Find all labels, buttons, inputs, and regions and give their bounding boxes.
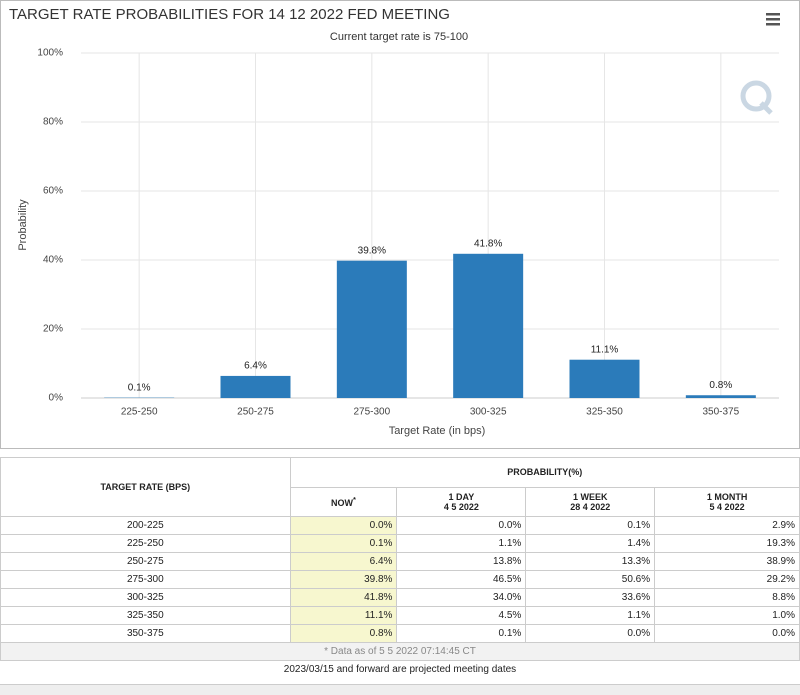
probability-cell: 39.8%: [290, 571, 397, 589]
chart-title: TARGET RATE PROBABILITIES FOR 14 12 2022…: [9, 6, 450, 23]
rate-cell: 200-225: [1, 517, 291, 535]
rate-cell: 275-300: [1, 571, 291, 589]
bar: [453, 254, 523, 398]
x-tick-label: 275-300: [353, 407, 390, 418]
menu-bar: [766, 13, 780, 16]
bar: [337, 261, 407, 398]
y-tick-label: 100%: [37, 48, 63, 59]
probability-cell: 41.8%: [290, 589, 397, 607]
rate-cell: 225-250: [1, 535, 291, 553]
column-date: 5 4 2022: [710, 502, 745, 512]
column-label: 1 DAY: [449, 492, 475, 502]
probability-cell: 1.1%: [397, 535, 526, 553]
y-tick-label: 20%: [43, 324, 63, 335]
x-axis-label: Target Rate (in bps): [389, 425, 486, 437]
x-tick-label: 350-375: [702, 407, 739, 418]
chart-panel: TARGET RATE PROBABILITIES FOR 14 12 2022…: [0, 0, 800, 449]
chart-subtitle: Current target rate is 75-100: [330, 31, 468, 43]
column-date: 28 4 2022: [570, 502, 610, 512]
menu-bar: [766, 18, 780, 21]
menu-icon[interactable]: [766, 13, 780, 26]
probability-cell: 0.8%: [290, 625, 397, 643]
probability-cell: 1.0%: [655, 607, 800, 625]
logo: [743, 83, 771, 113]
bar: [570, 360, 640, 398]
note-row: * Data as of 5 5 2022 07:14:45 CT: [1, 643, 800, 661]
x-tick-label: 225-250: [121, 407, 158, 418]
probability-cell: 1.4%: [526, 535, 655, 553]
probability-cell: 46.5%: [397, 571, 526, 589]
probability-cell: 13.8%: [397, 553, 526, 571]
data-label: 39.8%: [358, 245, 386, 256]
probability-cell: 19.3%: [655, 535, 800, 553]
probability-cell: 1.1%: [526, 607, 655, 625]
y-tick-label: 0%: [49, 393, 64, 404]
logo-q-tail: [761, 103, 771, 113]
bar: [221, 376, 291, 398]
column-label: NOW: [331, 498, 353, 508]
chart: TARGET RATE PROBABILITIES FOR 14 12 2022…: [1, 1, 799, 448]
probability-cell: 34.0%: [397, 589, 526, 607]
column-header: NOW*: [290, 487, 397, 517]
data-label: 41.8%: [474, 238, 502, 249]
rate-header: TARGET RATE (BPS): [1, 458, 291, 517]
y-tick-label: 40%: [43, 255, 63, 266]
probability-cell: 29.2%: [655, 571, 800, 589]
header-row: TARGET RATE (BPS)PROBABILITY(%): [1, 458, 800, 488]
x-tick-label: 250-275: [237, 407, 274, 418]
y-tick-label: 80%: [43, 117, 63, 128]
data-label: 0.8%: [709, 380, 732, 391]
probability-cell: 8.8%: [655, 589, 800, 607]
probability-cell: 0.1%: [526, 517, 655, 535]
probability-cell: 33.6%: [526, 589, 655, 607]
bar: [686, 395, 756, 398]
rate-cell: 350-375: [1, 625, 291, 643]
probability-cell: 0.0%: [526, 625, 655, 643]
probability-cell: 2.9%: [655, 517, 800, 535]
x-tick-label: 325-350: [586, 407, 623, 418]
probability-cell: 6.4%: [290, 553, 397, 571]
group-header: PROBABILITY(%): [290, 458, 799, 488]
data-label: 0.1%: [128, 382, 151, 393]
probability-cell: 50.6%: [526, 571, 655, 589]
probability-cell: 13.3%: [526, 553, 655, 571]
column-date: 4 5 2022: [444, 502, 479, 512]
column-mark: *: [353, 495, 356, 504]
x-tick-label: 300-325: [470, 407, 507, 418]
probability-cell: 11.1%: [290, 607, 397, 625]
rate-cell: 250-275: [1, 553, 291, 571]
probability-table: TARGET RATE (BPS)PROBABILITY(%)NOW*1 DAY…: [0, 457, 800, 661]
column-label: 1 WEEK: [573, 492, 608, 502]
y-axis-label: Probability: [17, 199, 29, 251]
probability-cell: 0.1%: [290, 535, 397, 553]
probability-cell: 0.0%: [397, 517, 526, 535]
footer-note: 2023/03/15 and forward are projected mee…: [0, 664, 800, 675]
rate-cell: 325-350: [1, 607, 291, 625]
bottom-bar: [0, 684, 800, 695]
y-tick-label: 60%: [43, 186, 63, 197]
rate-cell: 300-325: [1, 589, 291, 607]
data-label: 11.1%: [591, 344, 619, 355]
column-label: 1 MONTH: [707, 492, 748, 502]
probability-cell: 4.5%: [397, 607, 526, 625]
probability-cell: 0.0%: [290, 517, 397, 535]
probability-cell: 0.1%: [397, 625, 526, 643]
data-label: 6.4%: [244, 361, 267, 372]
probability-cell: 38.9%: [655, 553, 800, 571]
probability-cell: 0.0%: [655, 625, 800, 643]
note-cell: * Data as of 5 5 2022 07:14:45 CT: [1, 643, 800, 661]
menu-bar: [766, 23, 780, 26]
